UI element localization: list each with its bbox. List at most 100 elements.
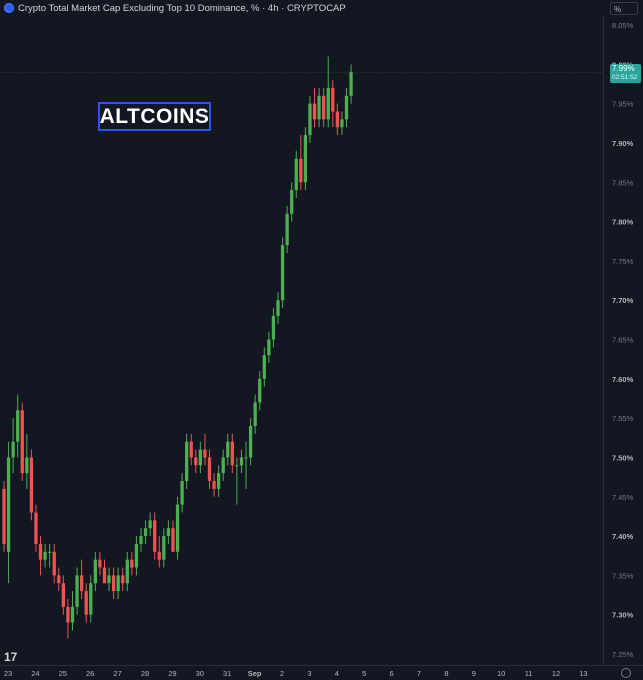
y-tick-label: 8.05% — [612, 21, 634, 30]
candle-body — [271, 315, 276, 340]
candle-body — [121, 575, 125, 584]
candle-body — [162, 536, 166, 560]
candle-body — [134, 543, 139, 568]
candle-body — [189, 441, 193, 458]
last-price-value: 7.99% — [612, 64, 635, 73]
candle-countdown: 02:51:52 — [612, 73, 638, 81]
candle-body — [107, 575, 111, 584]
y-tick-label: 7.50% — [612, 453, 634, 462]
altcoins-label: ALTCOINS — [98, 102, 211, 131]
candle-body — [175, 504, 180, 552]
x-tick-label: 3 — [307, 669, 311, 678]
candle-body — [216, 473, 221, 489]
candle-body — [52, 551, 56, 576]
candle-body — [230, 441, 234, 466]
candle-body — [79, 575, 84, 592]
y-tick-label: 7.85% — [612, 178, 634, 187]
y-tick-label: 7.55% — [612, 414, 634, 423]
x-tick-label: 13 — [579, 669, 587, 678]
candle-body — [276, 300, 280, 316]
candle-body — [157, 551, 161, 560]
candle-body — [125, 559, 129, 584]
data-source-icon[interactable] — [4, 3, 14, 13]
x-tick-label: 29 — [168, 669, 176, 678]
x-tick-label: 24 — [31, 669, 39, 678]
chart-header: Crypto Total Market Cap Excluding Top 10… — [0, 0, 600, 16]
candle-body — [143, 528, 148, 537]
candle-body — [344, 95, 349, 120]
x-tick-label: 4 — [335, 669, 339, 678]
candle-body — [335, 111, 340, 128]
candle-body — [139, 536, 143, 544]
percent-scale-button[interactable]: % — [610, 2, 638, 15]
candle-body — [98, 559, 102, 568]
x-tick-label: 30 — [196, 669, 204, 678]
candle-body — [11, 441, 15, 458]
x-tick-label: 23 — [4, 669, 12, 678]
candle-body — [267, 339, 271, 356]
candle-body — [262, 355, 266, 379]
candle-body — [303, 135, 308, 183]
y-tick-label: 7.65% — [612, 336, 634, 345]
y-tick-label: 7.75% — [612, 257, 634, 266]
x-tick-label: 7 — [417, 669, 421, 678]
x-tick-label: 10 — [497, 669, 505, 678]
y-tick-label: 7.80% — [612, 218, 634, 227]
candle-body — [308, 103, 312, 136]
x-tick-label: 5 — [362, 669, 366, 678]
candle-body — [34, 512, 38, 544]
candle-body — [239, 457, 244, 466]
y-tick-label: 7.90% — [612, 139, 634, 148]
candle-body — [226, 441, 230, 458]
settings-gear-icon[interactable] — [621, 668, 631, 678]
x-tick-label: 9 — [472, 669, 476, 678]
candle-body — [207, 457, 212, 482]
candle-body — [84, 591, 88, 615]
y-tick-label: 7.25% — [612, 650, 634, 659]
y-tick-label: 7.40% — [612, 532, 634, 541]
candle-body — [280, 245, 285, 301]
x-tick-label: 31 — [223, 669, 231, 678]
candle-body — [153, 520, 157, 552]
candle-body — [111, 575, 116, 592]
x-tick-label: 27 — [113, 669, 121, 678]
candle-body — [312, 103, 317, 120]
candle-body — [340, 119, 344, 128]
candle-body — [130, 559, 134, 568]
candle-body — [248, 425, 253, 458]
candle-body — [116, 575, 120, 592]
candle-body — [93, 559, 97, 584]
candle-body — [25, 457, 29, 474]
candle-body — [38, 543, 43, 560]
candle-body — [43, 551, 47, 560]
candle-body — [212, 481, 216, 489]
candle-body — [326, 87, 330, 120]
candle-body — [171, 528, 175, 552]
y-tick-label: 7.35% — [612, 571, 634, 580]
candle-body — [89, 583, 93, 615]
candle-body — [221, 457, 225, 474]
candle-body — [253, 402, 257, 426]
x-tick-label: 25 — [59, 669, 67, 678]
x-tick-label: 6 — [390, 669, 394, 678]
candle-body — [322, 95, 326, 120]
tradingview-logo-icon[interactable]: 17 — [4, 650, 18, 664]
candle-body — [148, 520, 152, 529]
candle-body — [258, 378, 262, 403]
candle-body — [70, 606, 75, 623]
candle-body — [57, 575, 61, 584]
candle-body — [2, 488, 6, 544]
y-tick-label: 7.30% — [612, 611, 634, 620]
candle-body — [285, 213, 289, 246]
candle-body — [290, 190, 294, 214]
y-tick-label: 7.45% — [612, 493, 634, 502]
x-tick-label: 11 — [525, 669, 533, 678]
candle-body — [294, 158, 298, 191]
x-tick-label: Sep — [248, 669, 262, 678]
last-price-tag: 7.99% 02:51:52 — [610, 64, 641, 83]
candle-body — [235, 465, 239, 467]
x-tick-label: 2 — [280, 669, 284, 678]
candle-body — [331, 87, 335, 112]
candle-body — [349, 72, 353, 96]
